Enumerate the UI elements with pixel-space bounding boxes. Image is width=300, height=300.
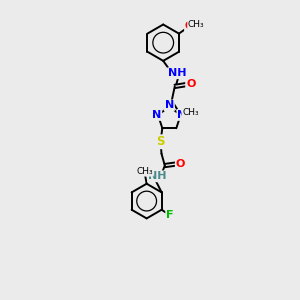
Text: N: N: [165, 100, 174, 110]
Text: O: O: [176, 159, 185, 169]
Text: CH₃: CH₃: [188, 20, 205, 29]
Text: NH: NH: [168, 68, 187, 78]
Text: O: O: [185, 21, 194, 31]
Text: N: N: [152, 110, 161, 120]
Text: NH: NH: [148, 171, 166, 181]
Text: CH₃: CH₃: [136, 167, 153, 176]
Text: O: O: [186, 79, 196, 89]
Text: N: N: [177, 110, 187, 120]
Text: F: F: [166, 210, 174, 220]
Text: S: S: [156, 135, 165, 148]
Text: CH₃: CH₃: [182, 109, 199, 118]
